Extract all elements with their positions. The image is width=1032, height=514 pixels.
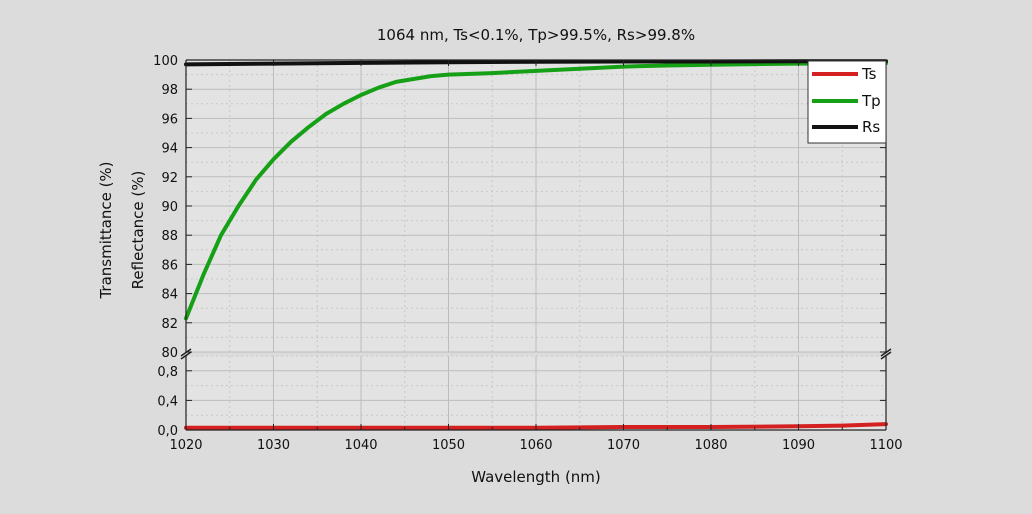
y-tick-label: 80	[161, 346, 178, 361]
y-axis-title-line1: Transmittance (%)	[97, 161, 115, 299]
x-tick-label: 1090	[782, 438, 815, 453]
axis-break-mark	[180, 351, 192, 360]
y-tick-label-lower: 0,0	[157, 424, 178, 439]
y-tick-label-lower: 0,8	[157, 365, 178, 380]
x-tick-label: 1080	[694, 438, 727, 453]
y-tick-label: 86	[161, 258, 178, 273]
x-tick-label: 1100	[869, 438, 902, 453]
grid-lines	[185, 59, 887, 431]
series-line-tp	[184, 61, 888, 321]
x-axis-title: Wavelength (nm)	[471, 468, 601, 486]
y-tick-label: 100	[153, 54, 178, 69]
y-axis-title-line2: Reflectance (%)	[129, 171, 147, 290]
x-tick-label: 1060	[519, 438, 552, 453]
legend-label-ts: Ts	[861, 65, 877, 83]
y-tick-label: 96	[161, 112, 178, 127]
x-tick-label: 1050	[432, 438, 465, 453]
y-tick-label: 94	[161, 142, 178, 157]
legend-label-rs: Rs	[862, 118, 880, 136]
y-tick-label: 92	[161, 171, 178, 186]
axis-break-mark	[880, 351, 892, 360]
y-tick-label: 88	[161, 229, 178, 244]
x-tick-label: 1030	[257, 438, 290, 453]
y-tick-label: 98	[161, 83, 178, 98]
x-tick-label: 1070	[607, 438, 640, 453]
x-tick-label: 1040	[344, 438, 377, 453]
chart-title: 1064 nm, Ts<0.1%, Tp>99.5%, Rs>99.8%	[377, 26, 695, 44]
y-tick-label: 84	[161, 288, 178, 303]
x-tick-label: 1020	[169, 438, 202, 453]
y-tick-label: 82	[161, 317, 178, 332]
legend: Ts Tp Rs	[807, 60, 887, 144]
axis-ticks: 1020 1030 1040 1050 1060 1070 1080 1090 1100 80 82…	[153, 54, 902, 453]
y-tick-label-lower: 0,4	[157, 394, 178, 409]
y-tick-label: 90	[161, 200, 178, 215]
legend-label-tp: Tp	[861, 92, 881, 110]
